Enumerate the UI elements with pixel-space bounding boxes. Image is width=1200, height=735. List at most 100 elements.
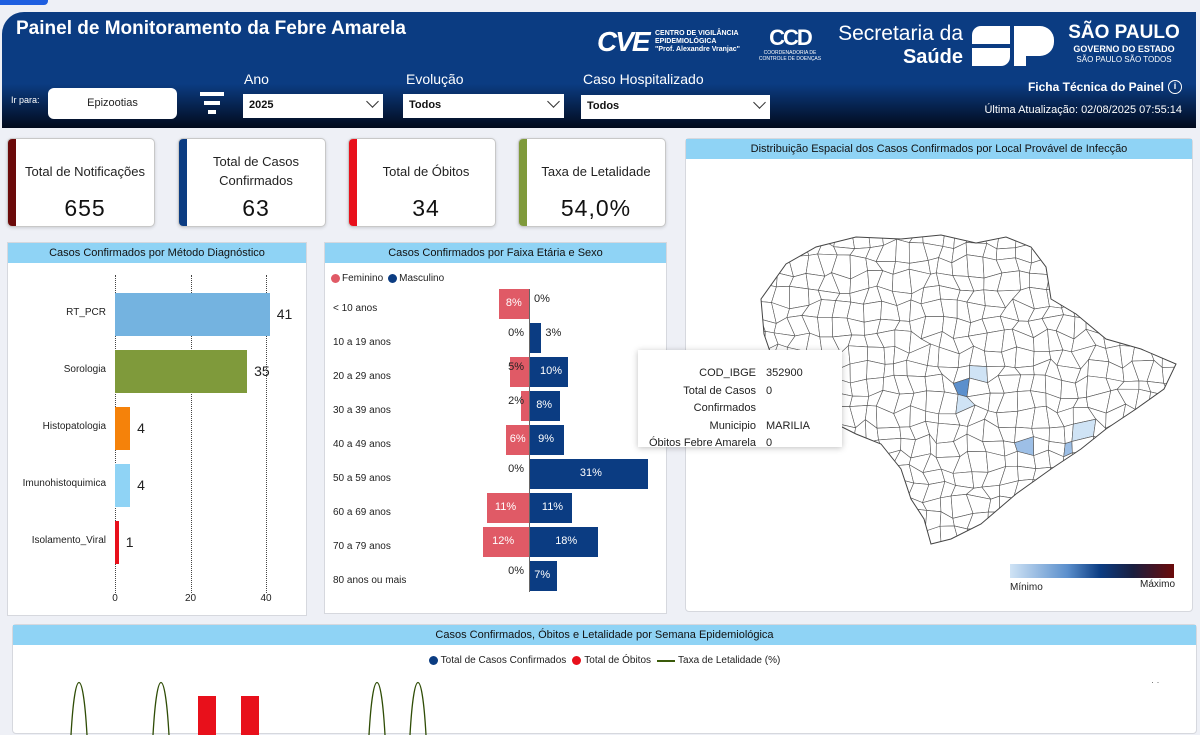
- municipality[interactable]: [1147, 509, 1164, 530]
- municipality[interactable]: [820, 527, 837, 543]
- municipality[interactable]: [775, 229, 790, 247]
- municipality[interactable]: [847, 467, 870, 487]
- municipality[interactable]: [1107, 285, 1119, 308]
- municipality[interactable]: [1077, 541, 1096, 560]
- municipality[interactable]: [1150, 434, 1166, 457]
- municipality[interactable]: [1105, 516, 1120, 530]
- municipality[interactable]: [1163, 488, 1185, 503]
- municipality[interactable]: [1091, 226, 1108, 247]
- municipality[interactable]: [742, 270, 765, 292]
- municipality[interactable]: [1104, 542, 1125, 559]
- municipality[interactable]: [1166, 450, 1185, 470]
- municipality[interactable]: [1087, 465, 1111, 485]
- municipality[interactable]: [1165, 269, 1180, 292]
- municipality[interactable]: [835, 527, 855, 544]
- municipality[interactable]: [1000, 542, 1021, 555]
- municipality[interactable]: [787, 228, 807, 243]
- municipality[interactable]: [891, 509, 915, 533]
- municipality[interactable]: [1147, 225, 1167, 247]
- municipality[interactable]: [831, 480, 850, 502]
- municipality[interactable]: [1049, 467, 1063, 486]
- municipality[interactable]: [1162, 346, 1184, 368]
- municipality[interactable]: [909, 228, 923, 242]
- municipality[interactable]: [1016, 512, 1030, 528]
- municipality[interactable]: [1090, 541, 1107, 560]
- municipality[interactable]: [1087, 496, 1111, 519]
- municipality[interactable]: [982, 526, 1002, 543]
- municipality[interactable]: [1148, 529, 1167, 541]
- municipality[interactable]: [1093, 436, 1110, 452]
- municipality[interactable]: [1161, 315, 1183, 336]
- filter-ano-select[interactable]: 2025: [243, 94, 383, 118]
- municipality[interactable]: [1086, 300, 1108, 319]
- municipality[interactable]: [1047, 497, 1059, 513]
- municipality[interactable]: [846, 495, 867, 517]
- municipality[interactable]: [877, 542, 897, 564]
- municipality[interactable]: [863, 495, 884, 510]
- municipality[interactable]: [884, 346, 895, 364]
- municipality[interactable]: [831, 467, 850, 486]
- municipality[interactable]: [849, 525, 867, 545]
- municipality[interactable]: [1136, 261, 1155, 275]
- municipality[interactable]: [1091, 288, 1107, 303]
- municipality[interactable]: [864, 455, 884, 467]
- municipality[interactable]: [804, 466, 825, 488]
- municipality[interactable]: [1147, 450, 1169, 470]
- municipality[interactable]: [846, 456, 871, 469]
- municipality[interactable]: [880, 510, 894, 529]
- municipality[interactable]: [1148, 405, 1165, 428]
- filter-icon[interactable]: [197, 89, 227, 117]
- municipality[interactable]: [1120, 496, 1135, 516]
- municipality[interactable]: [1093, 246, 1108, 264]
- municipality[interactable]: [967, 255, 984, 278]
- municipality[interactable]: [1071, 241, 1095, 261]
- municipality[interactable]: [1079, 528, 1096, 544]
- ficha-tecnica-link[interactable]: Ficha Técnica do Painel i: [1028, 80, 1182, 94]
- municipality[interactable]: [1122, 485, 1138, 496]
- municipality[interactable]: [862, 525, 880, 542]
- municipality[interactable]: [759, 479, 778, 502]
- municipality[interactable]: [959, 542, 972, 562]
- municipality[interactable]: [794, 524, 811, 545]
- municipality[interactable]: [1161, 228, 1184, 247]
- municipality[interactable]: [867, 485, 881, 500]
- municipality[interactable]: [1057, 543, 1080, 556]
- municipality[interactable]: [1118, 226, 1132, 247]
- municipality[interactable]: [1118, 454, 1140, 465]
- municipality[interactable]: [772, 243, 791, 257]
- municipality[interactable]: [1132, 496, 1148, 514]
- municipality[interactable]: [1118, 465, 1140, 487]
- municipality[interactable]: [1117, 285, 1137, 308]
- municipality[interactable]: [823, 498, 841, 517]
- municipality[interactable]: [1088, 528, 1108, 547]
- municipality[interactable]: [1132, 512, 1148, 530]
- municipality[interactable]: [879, 500, 895, 511]
- municipality[interactable]: [1147, 484, 1166, 496]
- municipality[interactable]: [772, 541, 794, 564]
- municipality[interactable]: [1135, 293, 1154, 306]
- municipality[interactable]: [1057, 528, 1080, 545]
- municipality[interactable]: [1135, 300, 1152, 321]
- municipality[interactable]: [984, 330, 1004, 352]
- municipality[interactable]: [788, 241, 809, 257]
- municipality[interactable]: [1071, 226, 1093, 246]
- municipality[interactable]: [758, 471, 778, 488]
- municipality[interactable]: [835, 540, 851, 562]
- municipality[interactable]: [877, 427, 901, 440]
- municipality[interactable]: [1146, 321, 1165, 335]
- municipality[interactable]: [1057, 495, 1079, 516]
- municipality[interactable]: [1107, 303, 1119, 319]
- bar[interactable]: [115, 407, 130, 450]
- municipality[interactable]: [1120, 527, 1135, 544]
- municipality[interactable]: [925, 374, 944, 392]
- bar[interactable]: [115, 521, 119, 564]
- municipality[interactable]: [1033, 467, 1050, 486]
- municipality[interactable]: [1117, 258, 1136, 276]
- municipality[interactable]: [1056, 481, 1078, 497]
- municipality[interactable]: [1090, 261, 1106, 274]
- municipality[interactable]: [742, 464, 764, 488]
- municipality[interactable]: [1146, 301, 1165, 321]
- municipality[interactable]: [880, 527, 895, 543]
- more-options-icon[interactable]: · ·: [1151, 677, 1160, 687]
- municipality[interactable]: [1165, 262, 1182, 271]
